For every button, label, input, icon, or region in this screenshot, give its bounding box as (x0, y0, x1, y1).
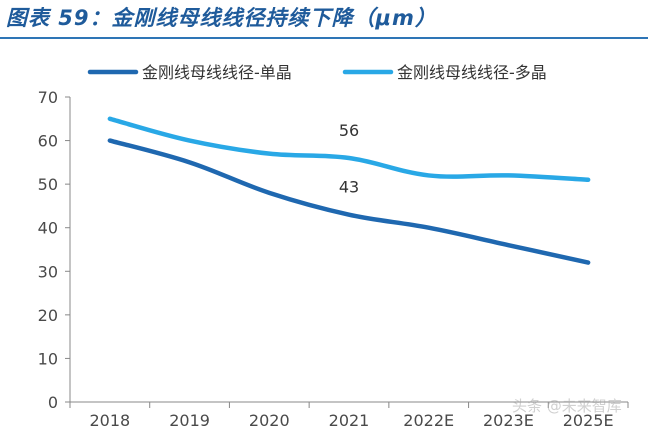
x-tick-label: 2025E (563, 411, 614, 430)
chart-axes (69, 97, 628, 403)
y-tick-label: 10 (38, 349, 58, 368)
x-tick-label: 2021 (329, 411, 370, 430)
chart-title: 图表 59：金刚线母线线径持续下降（μm） (6, 6, 437, 30)
x-tick-label: 2020 (249, 411, 290, 430)
chart-legend: 金刚线母线线径-单晶 金刚线母线线径-多晶 (87, 63, 547, 82)
x-tick-label: 2022E (403, 411, 454, 430)
y-tick-label: 40 (38, 219, 58, 238)
legend-label: 金刚线母线线径-单晶 (142, 63, 292, 82)
chart-series (107, 116, 591, 265)
title-divider (0, 37, 648, 39)
watermark: 头条 @未来智库 (512, 397, 622, 415)
data-label: 56 (339, 121, 359, 140)
legend-label: 金刚线母线线径-多晶 (397, 63, 547, 82)
chart-annotations: 56 43 (339, 121, 359, 197)
x-tick-label: 2019 (169, 411, 210, 430)
x-tick-label: 2023E (483, 411, 534, 430)
y-tick-label: 60 (38, 132, 58, 151)
y-tick-label: 20 (38, 306, 58, 325)
x-tick-label: 2018 (89, 411, 130, 430)
y-axis-ticks: 0 10 20 30 40 50 60 70 (38, 88, 70, 412)
y-tick-label: 30 (38, 262, 58, 281)
data-label: 43 (339, 178, 359, 197)
x-axis-ticks: 2018 2019 2020 2021 2022E 2023E 2025E (69, 402, 629, 430)
y-tick-label: 0 (48, 393, 58, 412)
y-tick-label: 50 (38, 175, 58, 194)
y-tick-label: 70 (38, 88, 58, 107)
